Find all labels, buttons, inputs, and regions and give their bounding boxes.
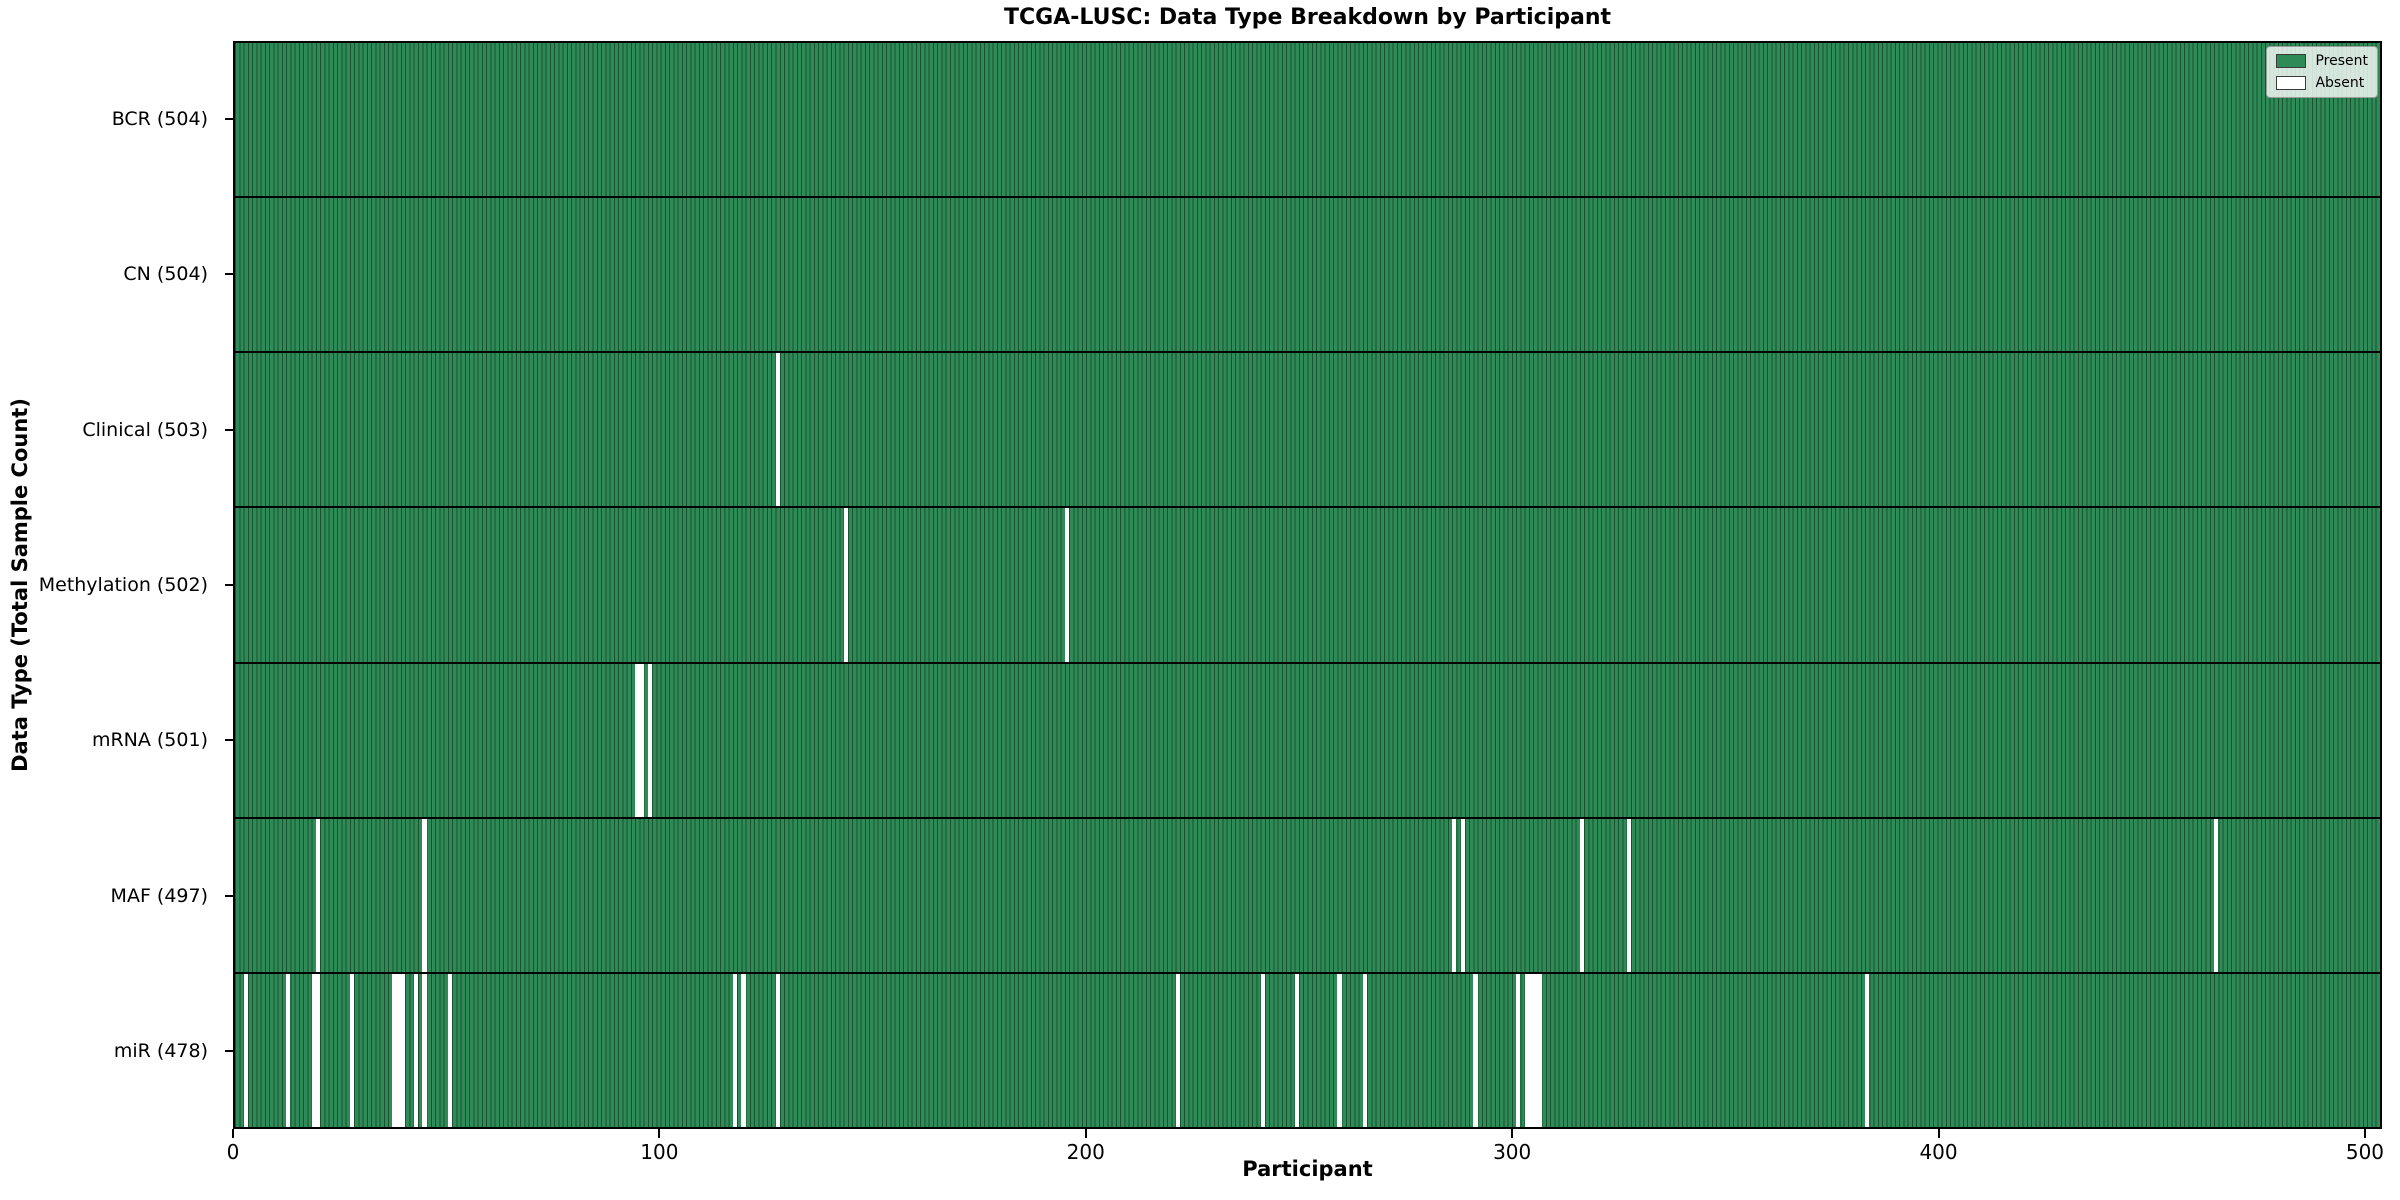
legend: Present Absent [2266, 46, 2378, 98]
absent-stripe [732, 973, 738, 1127]
absent-stripe [1865, 973, 1870, 1127]
x-tick-mark [1084, 1129, 1087, 1138]
absent-stripe [422, 818, 427, 972]
absent-stripe [392, 973, 397, 1127]
absent-stripe [647, 663, 653, 817]
data-row-clinical [235, 353, 2380, 509]
data-row-cn [235, 198, 2380, 354]
absent-stripe [1064, 508, 1070, 662]
absent-stripe [396, 973, 401, 1127]
legend-label: Present [2315, 53, 2368, 69]
plot-area [233, 41, 2382, 1129]
absent-stripe [1260, 973, 1265, 1127]
absent-stripe [311, 973, 316, 1127]
absent-stripe [741, 973, 746, 1127]
legend-entry-absent: Absent [2276, 75, 2368, 91]
absent-stripe [1533, 973, 1538, 1127]
absent-stripe [1337, 973, 1342, 1127]
x-tick-mark [232, 1129, 234, 1138]
absent-stripe [422, 973, 427, 1127]
y-tick-label-clinical: Clinical (503) [82, 418, 208, 441]
data-row-maf [235, 818, 2380, 974]
x-tick-label-100: 100 [640, 1140, 679, 1164]
y-tick-label-maf: MAF (497) [110, 884, 208, 907]
y-tick-label-methylation: Methylation (502) [38, 574, 208, 596]
y-tick-mark [225, 584, 233, 586]
x-tick-label-500: 500 [2345, 1140, 2385, 1164]
absent-stripe [1528, 973, 1534, 1127]
absent-stripe [447, 973, 453, 1127]
y-tick-mark [225, 894, 233, 897]
absent-stripe [1460, 818, 1465, 972]
absent-stripe [315, 818, 321, 972]
legend-swatch-absent [2276, 76, 2307, 90]
absent-stripe [400, 973, 406, 1127]
absent-stripe [349, 973, 355, 1127]
absent-stripe [2214, 818, 2219, 972]
absent-stripe [1175, 973, 1180, 1127]
absent-stripe [1516, 973, 1521, 1127]
x-tick-mark [1511, 1129, 1514, 1138]
absent-stripe [1473, 973, 1478, 1127]
y-tick-label-mrna: mRNA (501) [91, 729, 208, 752]
y-tick-mark [225, 1050, 233, 1053]
x-tick-mark [2363, 1129, 2366, 1138]
absent-stripe [1362, 973, 1368, 1127]
absent-stripe [243, 973, 248, 1127]
y-tick-mark [225, 117, 233, 120]
y-tick-marks [225, 41, 233, 1129]
y-tick-label-cn: CN (504) [123, 263, 208, 286]
absent-stripe [635, 663, 640, 817]
x-axis-label: Participant [1242, 1157, 1373, 1181]
x-tick-label-300: 300 [1493, 1140, 1532, 1164]
x-tick-label-400: 400 [1919, 1140, 1958, 1164]
y-tick-mark [225, 739, 233, 742]
x-tick-mark [1937, 1129, 1940, 1138]
absent-stripe [1524, 973, 1529, 1127]
y-tick-label-bcr: BCR (504) [111, 107, 208, 130]
absent-stripe [1579, 818, 1585, 972]
x-tick-mark [658, 1129, 661, 1138]
absent-stripe [1537, 973, 1542, 1127]
x-tick-label-0: 0 [226, 1140, 240, 1164]
absent-stripe [775, 353, 780, 507]
y-tick-labels: BCR (504) CN (504) Clinical (503) Methylati… [0, 41, 222, 1129]
absent-stripe [315, 973, 321, 1127]
absent-stripe [1452, 818, 1457, 972]
y-tick-mark [225, 428, 233, 431]
absent-stripe [639, 663, 644, 817]
absent-stripe [413, 973, 418, 1127]
legend-label: Absent [2315, 75, 2365, 91]
absent-stripe [1626, 818, 1631, 972]
data-row-bcr [235, 43, 2380, 199]
y-tick-label-mir: miR (478) [113, 1040, 208, 1063]
chart-title: TCGA-LUSC: Data Type Breakdown by Partic… [1003, 5, 1612, 30]
x-tick-label-200: 200 [1066, 1140, 1105, 1164]
absent-stripe [843, 508, 848, 662]
data-row-mrna [235, 663, 2380, 819]
data-row-methylation [235, 508, 2380, 664]
data-row-mir [235, 973, 2380, 1127]
y-tick-mark [225, 273, 233, 276]
absent-stripe [286, 973, 291, 1127]
absent-stripe [1294, 973, 1299, 1127]
x-tick-labels: 0 100 200 300 400 500 [227, 1129, 2385, 1169]
legend-swatch-present [2276, 54, 2307, 68]
absent-stripe [775, 973, 780, 1127]
legend-entry-present: Present [2276, 53, 2368, 69]
